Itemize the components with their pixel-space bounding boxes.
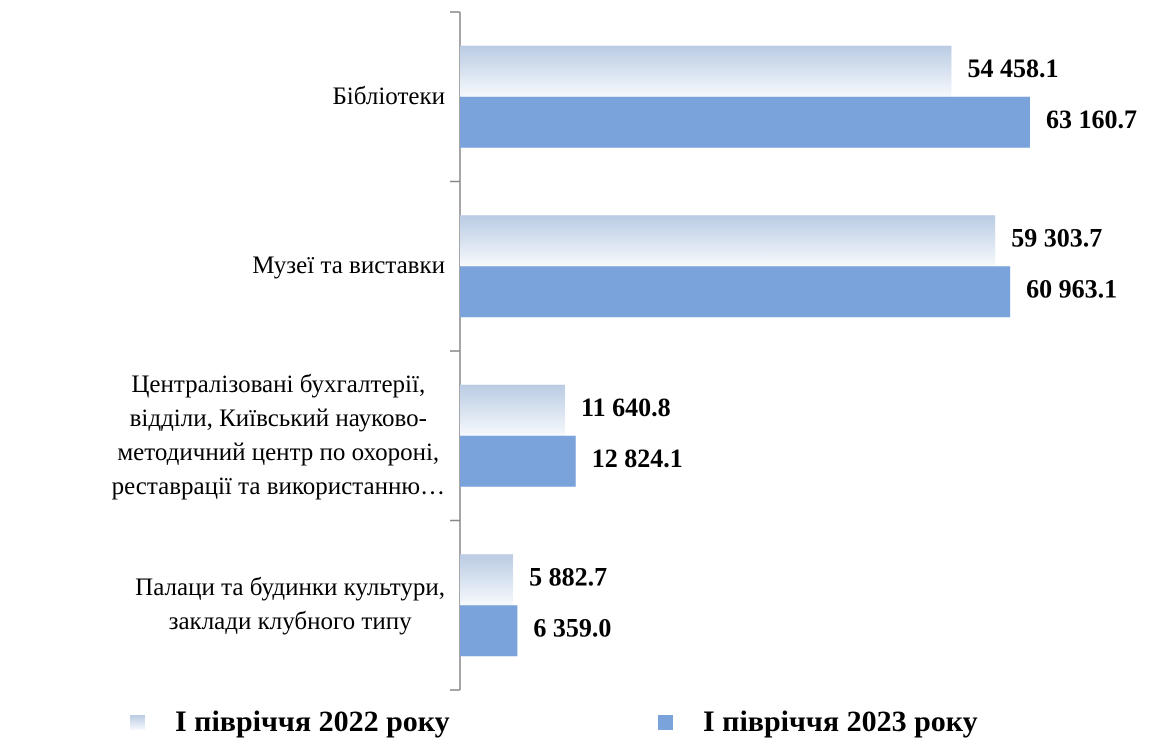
bar [460, 266, 1011, 318]
category-label: Бібліотеки [332, 82, 445, 110]
category-label: Централізовані бухгалтерії, відділи, Киї… [111, 370, 445, 500]
legend-label: І півріччя 2022 року [175, 705, 450, 738]
value-label: 12 824.1 [592, 444, 683, 473]
legend-marker [658, 715, 673, 730]
category-label: Музеї та виставки [252, 252, 445, 280]
value-label: 11 640.8 [581, 393, 671, 422]
bar [460, 215, 996, 267]
bar [460, 45, 952, 97]
category-label: Палаци та будинки культури, заклади клуб… [135, 574, 445, 636]
bar [460, 605, 518, 657]
bar [460, 554, 514, 606]
value-label: 63 160.7 [1046, 105, 1137, 134]
value-label: 6 359.0 [533, 614, 611, 643]
legend-label: І півріччя 2023 року [703, 705, 978, 738]
legend-marker [130, 715, 145, 730]
value-label: 60 963.1 [1026, 275, 1117, 304]
bar [460, 384, 566, 436]
value-label: 5 882.7 [529, 563, 607, 592]
value-label: 59 303.7 [1011, 224, 1102, 253]
bar [460, 435, 576, 487]
value-label: 54 458.1 [967, 54, 1058, 83]
bar [460, 96, 1030, 148]
